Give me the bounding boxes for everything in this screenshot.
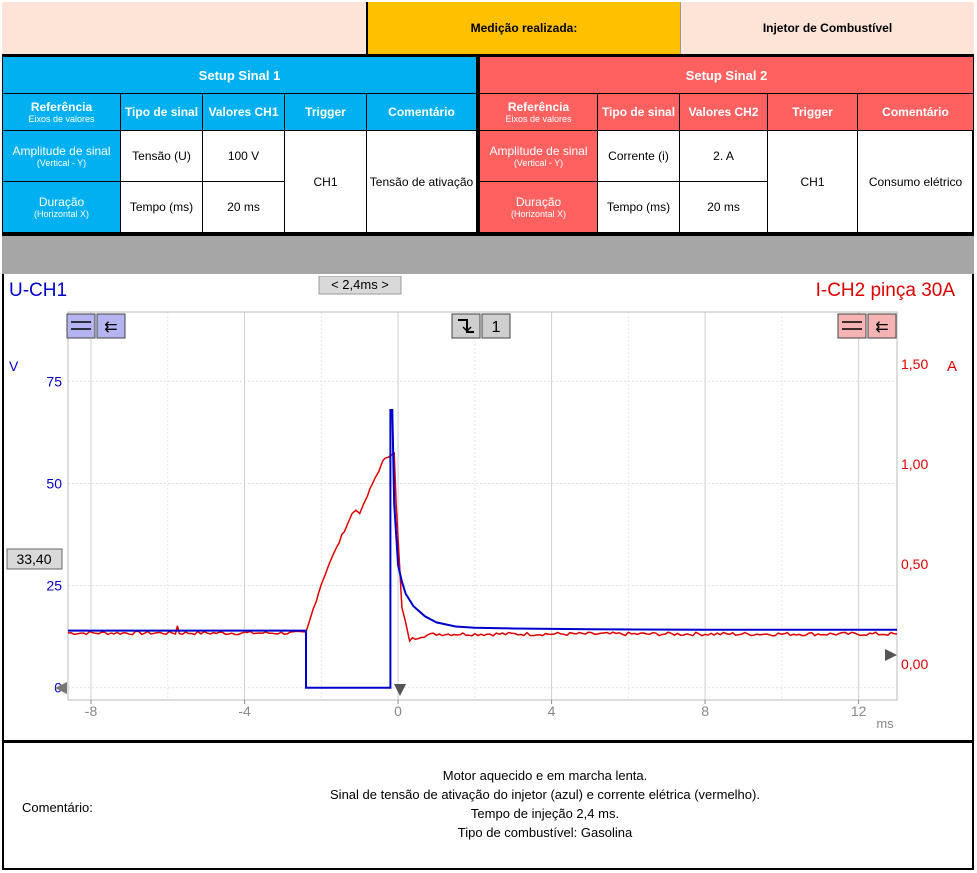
separator-band (2, 236, 974, 274)
setup2-duracao-tipo: Tempo (ms) (597, 181, 680, 233)
comment-line: Sinal de tensão de ativação do injetor (… (330, 787, 760, 802)
series-line-i-ch2 (67, 451, 898, 643)
setup2-col-trigger: Trigger (767, 93, 858, 131)
ch2-zero-marker[interactable] (885, 649, 897, 661)
comment-section (2, 740, 974, 870)
setup1-col-tipo: Tipo de sinal (120, 93, 203, 131)
header-blank-cell (2, 2, 368, 54)
ruler-label: < 2,4ms > (331, 277, 389, 292)
y2-tick-label: 1,00 (901, 456, 928, 472)
plot-area-border (67, 311, 898, 701)
y2-tick-label: 1,50 (901, 356, 928, 372)
scope-svg: U-CH1 I-CH2 pinça 30A < 2,4ms > ⇇ 1 (6, 275, 957, 731)
y-tick-label: 50 (46, 476, 62, 492)
ch2-scale-icon[interactable] (837, 313, 867, 339)
comment-text: Motor aquecido e em marcha lenta. Sinal … (200, 766, 890, 842)
x-tick-label: 0 (394, 703, 402, 719)
measurement-label: Medição realizada: (368, 2, 681, 54)
y2-tick-label: 0,50 (901, 556, 928, 572)
header-row: Medição realizada: Injetor de Combustíve… (2, 2, 974, 56)
ch1-unit: V (9, 358, 19, 374)
setup2-row-duracao: Duração (Horizontal X) (479, 181, 598, 233)
setup1-amplitude-valor: 100 V (202, 130, 285, 182)
setup1-duracao-tipo: Tempo (ms) (120, 181, 203, 233)
x-tick-label: 8 (701, 703, 709, 719)
setup1-row-amplitude: Amplitude de sinal (Vertical - Y) (2, 130, 121, 182)
trigger-edge-icon[interactable] (451, 313, 481, 339)
cursor-value-box[interactable]: 33,40 (6, 548, 63, 570)
svg-text:⇇: ⇇ (875, 319, 888, 336)
y-tick-labels: 0255075 (46, 373, 62, 695)
comment-label: Comentário: (22, 800, 93, 815)
setup2-col-tipo: Tipo de sinal (597, 93, 680, 131)
trigger-position-marker[interactable] (394, 684, 406, 696)
setup1-col-valores: Valores CH1 (202, 93, 285, 131)
setup2-amplitude-valor: 2. A (679, 130, 768, 182)
comment-line: Tempo de injeção 2,4 ms. (470, 806, 620, 821)
x-unit: ms (876, 716, 894, 731)
grid-lines (68, 312, 897, 700)
cursor-value: 33,40 (16, 551, 51, 567)
y2-tick-labels: 0,00 0,50 1,00 1,50 (901, 356, 928, 672)
setup2-col-comentario: Comentário (857, 93, 974, 131)
setup1-row-duracao: Duração (Horizontal X) (2, 181, 121, 233)
x-tick-label: -4 (238, 703, 251, 719)
setup2-amplitude-tipo: Corrente (i) (597, 130, 680, 182)
svg-text:⇇: ⇇ (104, 319, 117, 336)
ch1-zero-marker[interactable] (55, 682, 67, 694)
measurement-value: Injetor de Combustível (681, 2, 974, 54)
ch1-label: U-CH1 (9, 280, 67, 301)
ch1-offset-icon[interactable]: ⇇ (96, 313, 126, 339)
setup2-comentario: Consumo elétrico (857, 130, 974, 233)
setup1-amplitude-tipo: Tensão (U) (120, 130, 203, 182)
x-tick-label: 12 (851, 703, 867, 719)
x-tick-labels: -8 -4 0 4 8 12 (85, 700, 867, 719)
ch2-offset-icon[interactable]: ⇇ (867, 313, 897, 339)
setup1-col-trigger: Trigger (284, 93, 367, 131)
setup1-col-comentario: Comentário (366, 93, 477, 131)
setup1-col-ref: Referência Eixos de valores (2, 93, 121, 131)
setup2-row-amplitude: Amplitude de sinal (Vertical - Y) (479, 130, 598, 182)
y-tick-label: 25 (46, 578, 62, 594)
setup2-col-ref: Referência Eixos de valores (479, 93, 598, 131)
series-line-u-ch1 (68, 409, 897, 689)
y2-tick-label: 0,00 (901, 656, 928, 672)
trigger-channel-number: 1 (492, 319, 501, 336)
ch2-label: I-CH2 pinça 30A (816, 280, 956, 301)
setup2-duracao-valor: 20 ms (679, 181, 768, 233)
trigger-channel-button[interactable]: 1 (481, 313, 511, 339)
setup1-trigger: CH1 (284, 130, 367, 233)
oscilloscope-view[interactable]: U-CH1 I-CH2 pinça 30A < 2,4ms > ⇇ 1 (5, 275, 971, 738)
y-tick-label: 75 (46, 373, 62, 389)
setup1-comentario: Tensão de ativação (366, 130, 477, 233)
ch1-scale-icon[interactable] (66, 313, 96, 339)
ruler-button[interactable]: < 2,4ms > (318, 275, 402, 295)
setup2-trigger: CH1 (767, 130, 858, 233)
setup1-duracao-valor: 20 ms (202, 181, 285, 233)
x-tick-label: 4 (548, 703, 556, 719)
setup1-title: Setup Sinal 1 (2, 56, 477, 94)
comment-line: Tipo de combustível: Gasolina (457, 825, 633, 840)
setup2-col-valores: Valores CH2 (679, 93, 768, 131)
setup-signal-1: Setup Sinal 1 Referência Eixos de valores… (2, 56, 479, 236)
comment-line: Motor aquecido e em marcha lenta. (442, 768, 648, 783)
setup-signal-2: Setup Sinal 2 Referência Eixos de valores… (479, 56, 974, 236)
ch2-unit: A (947, 358, 957, 375)
setup2-title: Setup Sinal 2 (479, 56, 974, 94)
x-tick-label: -8 (85, 703, 98, 719)
